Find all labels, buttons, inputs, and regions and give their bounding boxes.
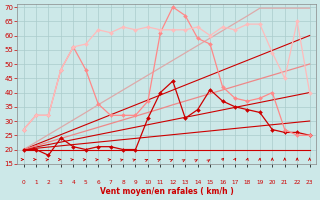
X-axis label: Vent moyen/en rafales ( km/h ): Vent moyen/en rafales ( km/h ) [100, 187, 234, 196]
